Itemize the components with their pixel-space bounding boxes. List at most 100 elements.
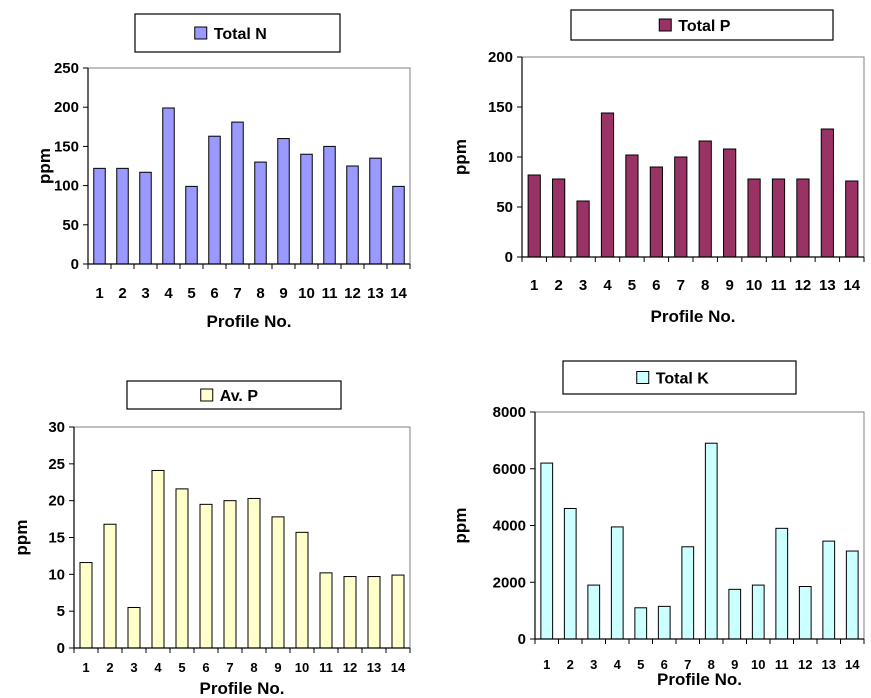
x-tick-label: 10 [298, 285, 315, 302]
bar-7 [674, 156, 688, 258]
legend-swatch [636, 371, 650, 384]
x-tick-label: 14 [843, 277, 860, 294]
x-tick-label: 3 [130, 660, 137, 675]
x-tick-label: 1 [95, 285, 103, 302]
x-axis-title: Profile No. [650, 307, 735, 326]
bar-12 [798, 586, 812, 640]
y-tick-label: 50 [62, 217, 79, 234]
x-tick-label: 10 [751, 657, 765, 672]
y-tick-label: 250 [54, 60, 79, 77]
bar-9 [277, 138, 290, 265]
bar-14 [845, 550, 859, 640]
x-tick-label: 4 [154, 660, 162, 675]
x-tick-label: 4 [614, 657, 622, 672]
bar-8 [247, 497, 261, 649]
bar-12 [346, 165, 359, 265]
legend: Total K [562, 360, 797, 395]
legend-label: Total P [678, 18, 730, 35]
x-tick-label: 5 [178, 660, 185, 675]
bar-6 [657, 605, 671, 640]
x-tick-label: 1 [82, 660, 89, 675]
bar-9 [271, 516, 285, 649]
y-tick-label: 2000 [493, 574, 526, 591]
bar-1 [527, 174, 541, 258]
y-tick-label: 200 [54, 99, 79, 116]
bar-2 [116, 167, 129, 265]
x-tick-label: 5 [637, 657, 644, 672]
bar-10 [747, 178, 761, 258]
bar-14 [392, 185, 405, 265]
bar-5 [185, 185, 198, 265]
y-tick-label: 0 [71, 256, 79, 273]
bar-13 [369, 157, 382, 265]
x-tick-label: 6 [202, 660, 209, 675]
y-tick-label: 0 [518, 631, 526, 648]
legend-label: Total K [656, 371, 709, 388]
y-tick-label: 150 [54, 138, 79, 155]
x-tick-label: 12 [798, 657, 812, 672]
y-tick-label: 100 [488, 149, 513, 166]
bar-4 [600, 112, 615, 258]
bar-10 [751, 584, 765, 640]
bar-3 [576, 200, 590, 258]
y-axis-title: ppm [451, 508, 470, 544]
y-tick-label: 4000 [493, 518, 526, 535]
y-tick-label: 30 [48, 419, 65, 436]
x-tick-label: 4 [603, 277, 612, 294]
bar-13 [820, 128, 834, 258]
bar-6 [649, 166, 663, 258]
x-axis-title: Profile No. [206, 312, 291, 331]
x-tick-label: 4 [164, 285, 173, 302]
y-tick-label: 6000 [493, 461, 526, 478]
bar-12 [796, 178, 810, 258]
bar-7 [681, 546, 695, 640]
x-tick-label: 6 [652, 277, 660, 294]
x-tick-label: 3 [590, 657, 597, 672]
x-tick-label: 6 [661, 657, 668, 672]
x-tick-label: 11 [319, 660, 333, 675]
x-tick-label: 8 [250, 660, 257, 675]
legend-label: Total N [214, 26, 267, 43]
x-tick-label: 8 [256, 285, 264, 302]
bar-1 [93, 167, 106, 265]
bar-13 [367, 576, 381, 649]
y-tick-label: 0 [57, 640, 65, 657]
plot-area [87, 67, 411, 265]
x-tick-label: 13 [822, 657, 836, 672]
bar-14 [391, 574, 405, 649]
x-axis-title: Profile No. [199, 679, 284, 698]
plot-area [521, 56, 865, 258]
bar-9 [728, 588, 742, 640]
plot-area [534, 411, 865, 640]
legend: Total P [570, 9, 834, 41]
bar-11 [771, 178, 786, 258]
bar-6 [208, 135, 221, 265]
y-axis-title: ppm [12, 520, 31, 556]
legend: Av. P [126, 380, 342, 410]
x-tick-label: 7 [684, 657, 691, 672]
x-tick-label: 14 [845, 657, 860, 672]
bar-4 [151, 469, 165, 649]
bar-11 [323, 145, 336, 265]
x-axis-title: Profile No. [657, 670, 742, 689]
x-tick-label: 8 [708, 657, 715, 672]
bar-1 [540, 462, 554, 640]
legend-box [562, 360, 797, 395]
x-tick-label: 10 [746, 277, 763, 294]
x-tick-label: 1 [543, 657, 550, 672]
bar-2 [563, 507, 577, 640]
bar-1 [79, 562, 93, 649]
x-tick-label: 11 [771, 277, 787, 294]
legend-label: Av. P [220, 388, 259, 405]
x-tick-label: 11 [775, 657, 789, 672]
y-tick-label: 0 [505, 249, 513, 266]
x-tick-label: 9 [279, 285, 287, 302]
x-tick-label: 2 [567, 657, 574, 672]
y-tick-label: 25 [48, 456, 65, 473]
bar-3 [139, 171, 152, 265]
bar-7 [223, 500, 237, 649]
